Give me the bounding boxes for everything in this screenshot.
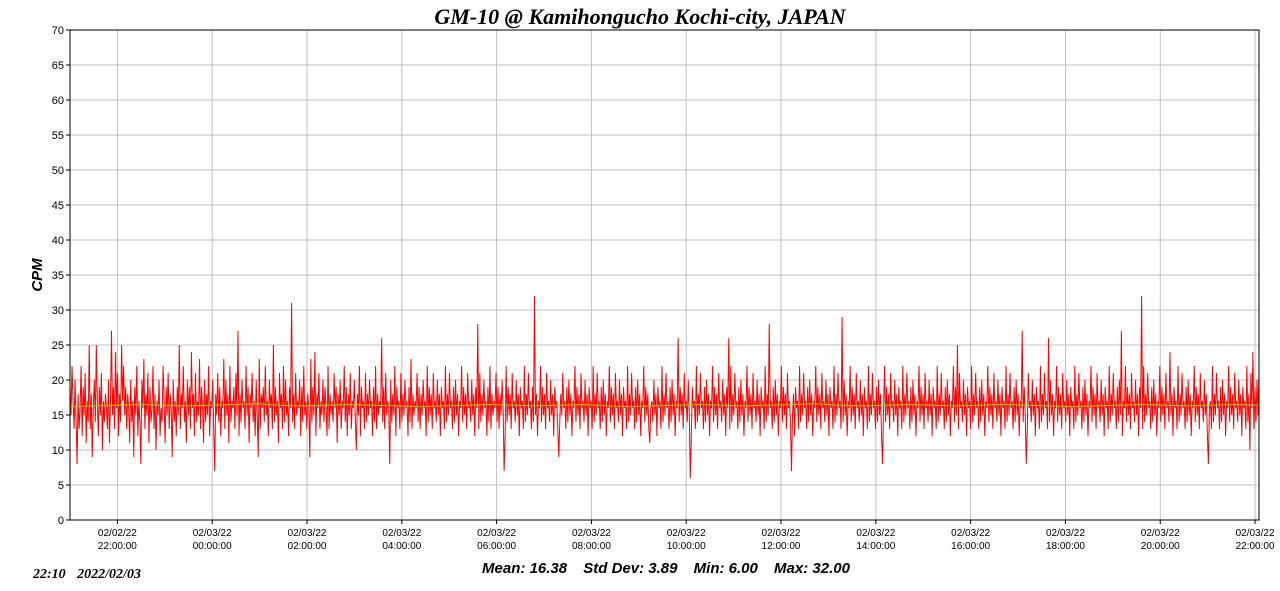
x-tick-time: 04:00:00 bbox=[382, 541, 421, 552]
grid-lines bbox=[70, 29, 1259, 521]
timestamp: 22:10 2022/02/03 bbox=[32, 567, 141, 582]
x-tick-time: 10:00:00 bbox=[667, 541, 706, 552]
y-tick-label: 45 bbox=[52, 200, 64, 212]
y-axis-label: CPM bbox=[29, 258, 46, 292]
x-tick-time: 02:00:00 bbox=[288, 541, 327, 552]
x-tick-time: 18:00:00 bbox=[1046, 541, 1085, 552]
series-layer bbox=[69, 295, 1260, 479]
stats-line: Mean: 16.38 Std Dev: 3.89 Min: 6.00 Max:… bbox=[482, 560, 851, 577]
max-label: Max: bbox=[774, 560, 808, 577]
x-tick-time: 06:00:00 bbox=[477, 541, 516, 552]
mean-label: Mean: bbox=[482, 560, 525, 577]
min-value: 6.00 bbox=[729, 560, 759, 577]
x-tick-date: 02/03/22 bbox=[382, 528, 421, 539]
std-value: 3.89 bbox=[648, 560, 678, 577]
y-tick-label: 50 bbox=[52, 165, 64, 177]
moving-average-line bbox=[69, 403, 1260, 408]
cpm-series-line bbox=[69, 295, 1260, 479]
std-label: Std Dev: bbox=[583, 560, 644, 577]
x-tick-date: 02/03/22 bbox=[1141, 528, 1180, 539]
y-tick-label: 40 bbox=[52, 235, 64, 247]
chart-title: GM-10 @ Kamihongucho Kochi-city, JAPAN bbox=[434, 4, 846, 29]
y-tick-label: 55 bbox=[52, 130, 64, 142]
min-label: Min: bbox=[694, 560, 725, 577]
x-tick-date: 02/03/22 bbox=[572, 528, 611, 539]
y-tick-label: 30 bbox=[52, 305, 64, 317]
x-tick-date: 02/03/22 bbox=[193, 528, 232, 539]
x-axis-ticks: 02/02/22 22:00:00 02/03/22 00:00:00 02/03/22… bbox=[98, 520, 1275, 552]
x-tick-time: 00:00:00 bbox=[193, 541, 232, 552]
y-tick-label: 60 bbox=[52, 95, 64, 107]
x-tick-time: 22:00:00 bbox=[1236, 541, 1275, 552]
x-tick-time: 14:00:00 bbox=[856, 541, 895, 552]
y-tick-label: 15 bbox=[52, 410, 64, 422]
y-tick-label: 25 bbox=[52, 340, 64, 352]
y-tick-label: 10 bbox=[52, 445, 64, 457]
x-tick-date: 02/02/22 bbox=[98, 528, 137, 539]
y-axis-ticks: 0 5 10 15 20 25 30 35 40 45 50 55 60 65 70 bbox=[52, 25, 70, 527]
y-tick-label: 5 bbox=[58, 480, 64, 492]
plot-frame bbox=[69, 29, 1260, 521]
x-tick-date: 02/03/22 bbox=[288, 528, 327, 539]
y-tick-label: 35 bbox=[52, 270, 64, 282]
y-tick-label: 0 bbox=[58, 515, 64, 527]
x-tick-time: 22:00:00 bbox=[98, 541, 137, 552]
x-tick-date: 02/03/22 bbox=[667, 528, 706, 539]
y-tick-label: 65 bbox=[52, 60, 64, 72]
x-tick-date: 02/03/22 bbox=[856, 528, 895, 539]
timestamp-date: 2022/02/03 bbox=[76, 567, 141, 582]
x-tick-date: 02/03/22 bbox=[1046, 528, 1085, 539]
mean-value: 16.38 bbox=[530, 560, 568, 577]
x-tick-date: 02/03/22 bbox=[1236, 528, 1275, 539]
max-value: 32.00 bbox=[812, 560, 850, 577]
x-tick-time: 08:00:00 bbox=[572, 541, 611, 552]
x-tick-time: 12:00:00 bbox=[762, 541, 801, 552]
x-tick-date: 02/03/22 bbox=[477, 528, 516, 539]
y-tick-label: 20 bbox=[52, 375, 64, 387]
y-tick-label: 70 bbox=[52, 25, 64, 37]
x-tick-time: 16:00:00 bbox=[951, 541, 990, 552]
x-tick-date: 02/03/22 bbox=[951, 528, 990, 539]
x-tick-date: 02/03/22 bbox=[762, 528, 801, 539]
timestamp-time: 22:10 bbox=[32, 567, 66, 582]
x-tick-time: 20:00:00 bbox=[1141, 541, 1180, 552]
